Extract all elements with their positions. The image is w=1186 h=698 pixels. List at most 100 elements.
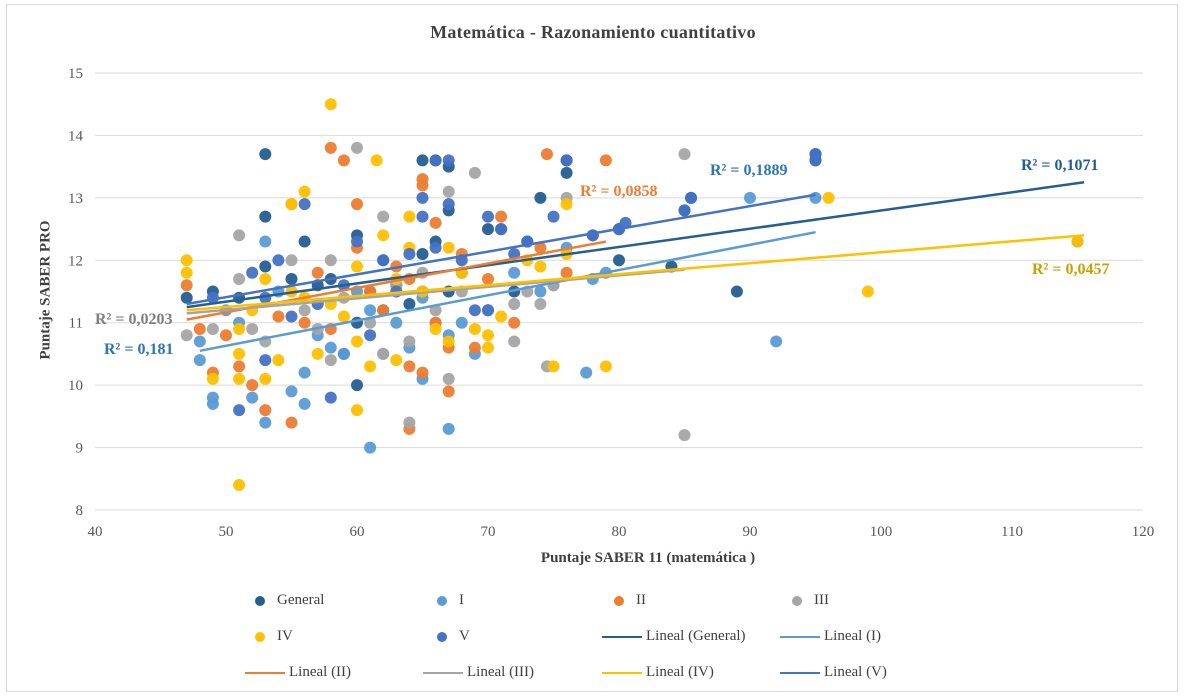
data-point-iv [403, 210, 416, 223]
trendline-0 [186, 181, 1085, 309]
data-point-iv [468, 322, 481, 335]
data-point-iv [861, 285, 874, 298]
data-point-v [809, 154, 822, 167]
y-tick-label: 9 [76, 441, 84, 457]
legend-item-i: I [437, 592, 464, 609]
data-point-ii [468, 341, 481, 354]
r2-label-iv: R² = 0,0457 [1032, 261, 1110, 278]
data-point-v [259, 354, 272, 367]
data-point-ii [351, 198, 363, 211]
data-point-v [351, 235, 363, 248]
data-point-ii [337, 154, 350, 167]
data-point-v [364, 329, 377, 342]
legend-label-lineal-general: Lineal (General) [646, 628, 746, 644]
data-point-general [285, 273, 298, 286]
data-point-i [744, 191, 756, 204]
data-point-iii [403, 335, 416, 348]
data-point-iv [429, 322, 442, 335]
legend-line-i [780, 635, 820, 638]
data-point-ii [285, 416, 298, 429]
legend-marker-iv [255, 631, 265, 642]
data-point-iv [377, 229, 390, 242]
legend-item-v: V [437, 628, 470, 645]
data-point-i [508, 266, 521, 279]
data-point-v [678, 204, 691, 217]
data-point-general [298, 235, 311, 248]
data-point-ii [416, 173, 429, 186]
legend-label-lineal-iii: Lineal (III) [467, 664, 535, 680]
legend-item-iii: III [792, 592, 829, 609]
data-point-iv [180, 266, 193, 279]
data-point-iv [599, 360, 612, 373]
y-tick-label: 13 [68, 191, 83, 207]
data-point-v [547, 210, 560, 223]
legend-item-ii: II [614, 592, 646, 609]
data-point-ii [560, 266, 573, 279]
data-point-ii [180, 279, 193, 292]
data-point-i [298, 397, 311, 410]
legend-item-lineal-iii: Lineal (III) [423, 664, 534, 681]
data-point-iv [324, 98, 337, 111]
legend-marker-general [255, 595, 265, 606]
legend-item-general: General [255, 592, 324, 609]
data-point-general [351, 379, 363, 392]
data-point-iv [180, 254, 193, 267]
data-point-v [482, 304, 494, 317]
trendline-3 [186, 268, 685, 315]
r2-label-iii: R² = 0,0203 [95, 311, 173, 328]
data-point-iv [337, 310, 350, 323]
legend-line-general [602, 635, 642, 638]
data-point-iv [482, 329, 494, 342]
data-point-iv [370, 154, 383, 167]
data-point-iii [468, 166, 481, 179]
data-point-v [416, 191, 429, 204]
data-point-v [685, 191, 698, 204]
data-point-ii [233, 360, 246, 373]
data-point-general [416, 248, 429, 261]
legend-marker-v [437, 631, 447, 642]
data-point-v [324, 391, 337, 404]
data-point-iii [508, 335, 521, 348]
data-point-v [416, 210, 429, 223]
y-tick-label: 14 [68, 128, 84, 144]
data-point-i [298, 366, 311, 379]
data-point-ii [442, 385, 455, 398]
data-point-i [442, 422, 455, 435]
legend-marker-ii [614, 595, 624, 606]
data-point-iv [560, 198, 573, 211]
data-point-iii [324, 354, 337, 367]
legend-label-i: I [459, 592, 464, 608]
legend-marker-iii [792, 595, 802, 606]
legend-label-iii: III [814, 592, 829, 608]
x-tick-label: 90 [743, 524, 758, 540]
data-point-ii [377, 304, 390, 317]
data-point-v [482, 210, 494, 223]
y-axis-label: Puntaje SABER PRO [37, 220, 54, 360]
data-point-v [246, 266, 259, 279]
data-point-iv [233, 479, 246, 492]
r2-label-ii: R² = 0,0858 [580, 183, 658, 200]
trendline-5 [186, 193, 816, 306]
data-point-iii [377, 347, 390, 360]
data-point-i [455, 316, 468, 329]
x-tick-label: 80 [612, 524, 627, 540]
data-point-ii [259, 404, 272, 417]
data-point-ii [324, 141, 337, 154]
data-point-iv [233, 372, 246, 385]
data-point-v [442, 198, 455, 211]
legend-label-lineal-ii: Lineal (II) [289, 664, 352, 680]
data-point-iii [233, 229, 246, 242]
x-tick-label: 50 [219, 524, 234, 540]
y-tick-label: 10 [68, 378, 83, 394]
data-point-iv [206, 372, 219, 385]
data-point-ii [540, 148, 553, 161]
data-point-iii [246, 322, 259, 335]
data-point-i [285, 385, 298, 398]
x-tick-label: 100 [870, 524, 893, 540]
data-point-iv [822, 191, 835, 204]
data-point-general [259, 148, 272, 161]
data-point-ii [429, 216, 442, 229]
r2-label-general: R² = 0,1071 [1021, 157, 1099, 174]
data-point-iv [482, 341, 494, 354]
